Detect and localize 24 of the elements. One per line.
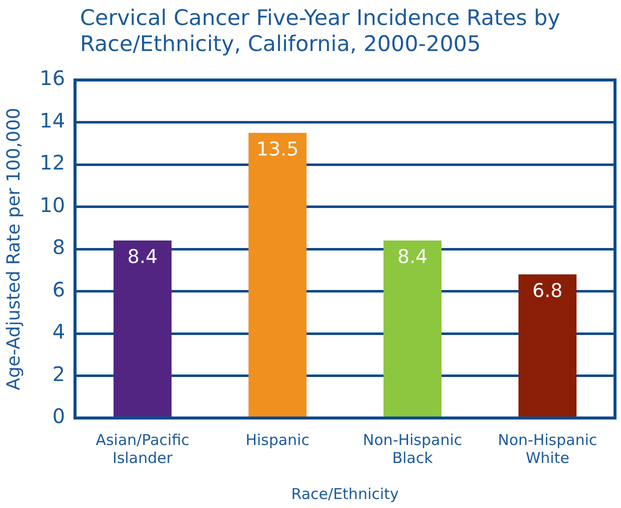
y-tick-label: 12 — [40, 150, 66, 175]
data-label: 8.4 — [397, 246, 428, 268]
x-tick-label: Non-Hispanic Black — [362, 430, 462, 467]
y-tick-label: 8 — [52, 235, 66, 260]
bar — [518, 274, 577, 417]
x-tick-label: Hispanic — [246, 430, 310, 449]
y-tick-label: 0 — [52, 404, 66, 428]
y-tick-label: 16 — [40, 66, 66, 90]
data-label: 6.8 — [532, 280, 563, 302]
y-tick-label: 6 — [52, 277, 66, 302]
x-tick-label: Non-Hispanic White — [498, 430, 598, 467]
y-tick-label: 2 — [52, 362, 66, 386]
bar — [383, 240, 442, 417]
chart-title: Cervical Cancer Five-Year Incidence Rates by Race/Ethnicity, California, 2000-2005 — [80, 6, 562, 58]
y-tick-label: 10 — [40, 192, 66, 217]
y-axis-title: Age-Adjusted Rate per 100,000 — [3, 108, 24, 390]
data-label: 8.4 — [127, 246, 158, 268]
bar — [248, 132, 307, 417]
bar — [114, 240, 172, 417]
y-tick-label: 4 — [52, 320, 66, 344]
y-tick-label: 14 — [40, 108, 66, 132]
x-axis-title: Race/Ethnicity — [291, 484, 399, 503]
x-tick-label: Asian/Pacific Islander — [96, 430, 190, 467]
data-label: 13.5 — [256, 138, 299, 160]
